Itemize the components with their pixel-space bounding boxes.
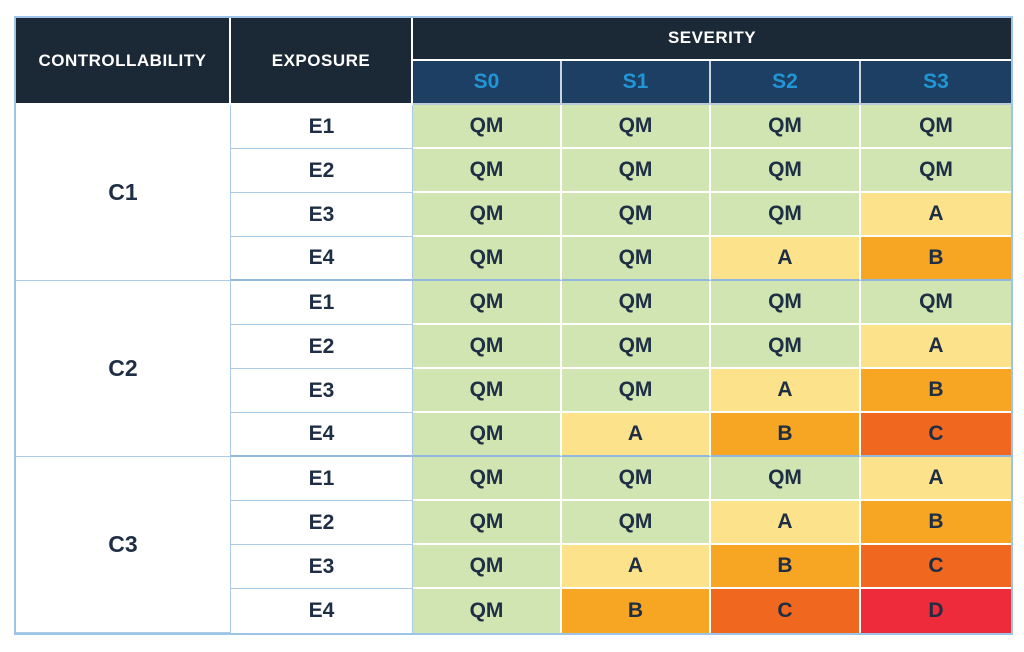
matrix-cell: A [711,501,861,545]
matrix-cell: QM [413,281,562,325]
matrix-cell: QM [413,589,562,633]
matrix-cell: QM [413,457,562,501]
controllability-header: CONTROLLABILITY [16,18,231,105]
matrix-cell: A [711,369,861,413]
table-row: E4 QM QM A B [16,237,1012,281]
matrix-cell: C [861,545,1012,589]
controllability-cell-c1: C1 [16,105,231,281]
matrix-cell: QM [413,237,562,281]
exposure-cell: E3 [231,545,413,589]
table-row: E3 QM QM A B [16,369,1012,413]
exposure-cell: E4 [231,413,413,457]
severity-level-header-s2: S2 [711,60,861,105]
matrix-cell: QM [562,149,711,193]
matrix-cell: D [861,589,1012,633]
matrix-cell: QM [413,149,562,193]
matrix-cell: B [711,413,861,457]
matrix-cell: B [562,589,711,633]
matrix-cell: QM [711,105,861,149]
matrix-cell: B [861,369,1012,413]
matrix-cell: QM [413,369,562,413]
exposure-cell: E1 [231,105,413,149]
matrix-cell: QM [562,237,711,281]
exposure-cell: E3 [231,369,413,413]
matrix-cell: QM [562,501,711,545]
matrix-cell: QM [562,325,711,369]
matrix-cell: B [861,237,1012,281]
matrix-cell: QM [711,281,861,325]
table-row: C3 E1 QM QM QM A [16,457,1012,633]
matrix-cell: A [861,193,1012,237]
matrix-cell: QM [413,545,562,589]
matrix-cell: C [711,589,861,633]
matrix-cell: A [562,545,711,589]
exposure-cell: E4 [231,589,413,633]
table-row: E3 QM QM QM A [16,193,1012,237]
matrix-cell: QM [711,457,861,501]
matrix-cell: B [711,545,861,589]
exposure-header: EXPOSURE [231,18,413,105]
exposure-cell: E3 [231,193,413,237]
table-row: C2 E1 QM QM QM QM [16,281,1012,457]
matrix-cell: C [861,413,1012,457]
matrix-cell: QM [562,105,711,149]
table-row: E2 QM QM QM QM [16,149,1012,193]
matrix-cell: QM [413,413,562,457]
matrix-cell: QM [413,105,562,149]
controllability-cell-c2: C2 [16,281,231,457]
matrix-cell: A [562,413,711,457]
matrix-cell: QM [562,457,711,501]
matrix-cell: QM [711,325,861,369]
matrix-cell: QM [562,369,711,413]
matrix-cell: B [861,501,1012,545]
matrix-cell: A [861,457,1012,501]
table-row: C1 E1 QM QM QM QM [16,105,1012,281]
exposure-cell: E2 [231,149,413,193]
matrix-cell: QM [711,193,861,237]
matrix-cell: QM [562,281,711,325]
matrix-cell: QM [711,149,861,193]
table-row: E2 QM QM A B [16,501,1012,545]
exposure-cell: E4 [231,237,413,281]
matrix-cell: A [861,325,1012,369]
matrix-cell: QM [861,149,1012,193]
matrix-cell: QM [861,105,1012,149]
matrix-cell: QM [413,501,562,545]
exposure-cell: E1 [231,457,413,501]
asil-risk-matrix-table: CONTROLLABILITY EXPOSURE SEVERITY S0 S1 … [14,16,1014,635]
exposure-cell: E2 [231,325,413,369]
severity-level-header-s1: S1 [562,60,711,105]
table-row: E4 QM B C D [16,589,1012,633]
matrix-cell: QM [413,325,562,369]
table-row: E2 QM QM QM A [16,325,1012,369]
exposure-cell: E1 [231,281,413,325]
exposure-cell: E2 [231,501,413,545]
table-row: E3 QM A B C [16,545,1012,589]
matrix-cell: QM [413,193,562,237]
matrix-cell: A [711,237,861,281]
severity-header: SEVERITY [413,18,1012,61]
matrix-cell: QM [562,193,711,237]
severity-level-header-s3: S3 [861,60,1012,105]
severity-level-header-s0: S0 [413,60,562,105]
controllability-cell-c3: C3 [16,457,231,633]
table-row: E4 QM A B C [16,413,1012,457]
matrix-cell: QM [861,281,1012,325]
